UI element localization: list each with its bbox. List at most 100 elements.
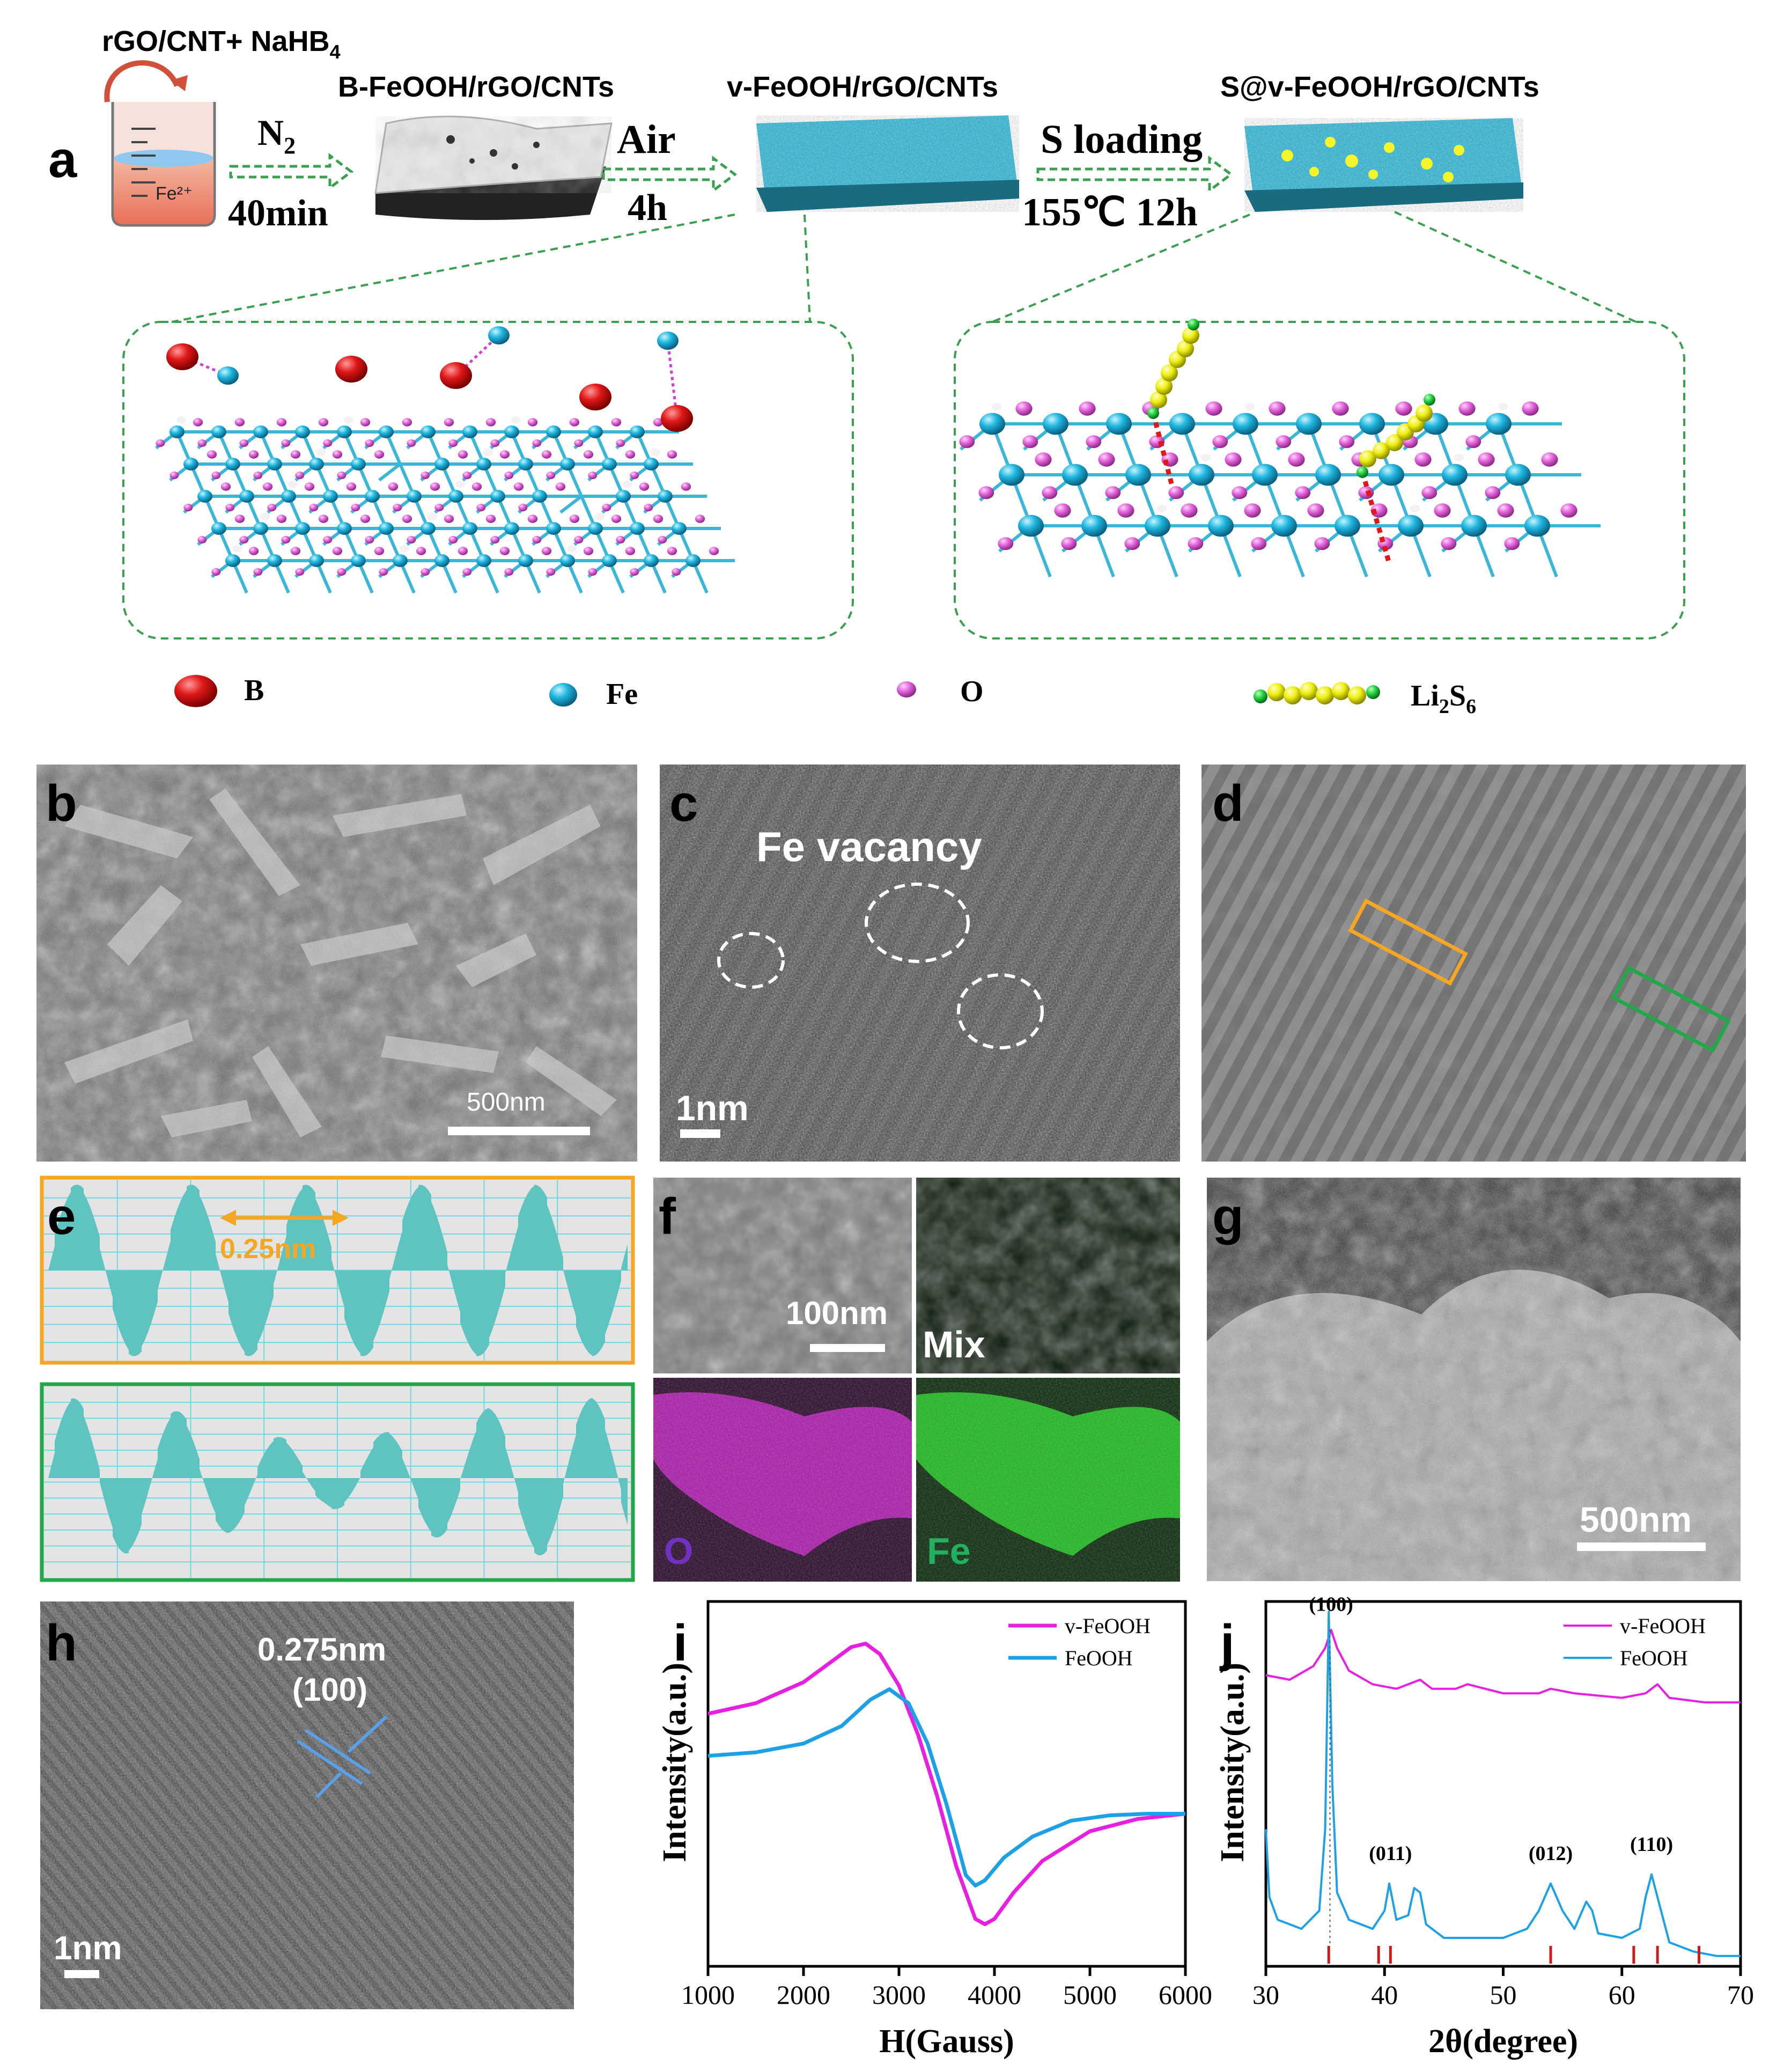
peak-annotation: (012)	[1529, 1842, 1573, 1865]
o-atom	[471, 482, 482, 491]
fe-atom	[407, 490, 422, 503]
fe-atom	[211, 425, 226, 438]
o-atom	[156, 439, 165, 447]
e-orange-profile-curve	[48, 1185, 628, 1356]
o-atom	[402, 418, 412, 427]
fe-atom	[393, 554, 408, 567]
o-atom	[1478, 452, 1495, 467]
fe-atom	[1233, 413, 1258, 435]
x-tick-label: 5000	[1063, 1980, 1117, 2010]
h-atom	[260, 513, 270, 520]
o-atom	[1117, 503, 1134, 518]
h-scale-label: 1nm	[54, 1930, 122, 1967]
h-atom	[651, 449, 660, 456]
fe-atom	[546, 425, 561, 438]
panel-letter-c: c	[669, 775, 698, 832]
o-atom	[1232, 486, 1248, 499]
fe-atom	[337, 425, 352, 438]
fe-atom	[253, 425, 268, 438]
o-atom	[402, 515, 412, 523]
v-feooh-sheet-image	[756, 115, 1019, 212]
d-orange-box	[1348, 898, 1468, 986]
f-o-label: O	[664, 1530, 693, 1572]
h-scale-bar	[64, 1970, 99, 1978]
h-lattice-marker-icon	[297, 1715, 388, 1799]
panel-letter-h: h	[46, 1614, 77, 1672]
series-line-feooh	[707, 1687, 1185, 1888]
o-atom	[197, 536, 207, 543]
o-atom	[1339, 435, 1355, 449]
fe-atom	[281, 490, 296, 503]
o-atom	[346, 482, 357, 491]
h-atom	[483, 449, 493, 456]
inset-vacancy-box	[122, 321, 854, 640]
o-atom	[1269, 401, 1286, 416]
o-atom	[1497, 503, 1514, 518]
fe-atom	[476, 458, 491, 471]
fe-atom	[1189, 464, 1214, 486]
legend-fe-icon	[549, 683, 577, 707]
h-spacing-label: 0.275nm	[257, 1632, 386, 1667]
fe-atom	[217, 366, 239, 385]
step2-arrow-icon	[602, 156, 738, 193]
o-atom	[304, 482, 315, 491]
b-atom	[579, 384, 611, 410]
x-tick-label: 70	[1727, 1980, 1754, 2010]
x-tick-label: 2000	[777, 1980, 830, 2010]
fe-atom	[434, 458, 449, 471]
o-atom	[211, 472, 221, 479]
o-atom	[1225, 452, 1242, 467]
legend-b-label: B	[244, 674, 264, 707]
h-atom	[427, 513, 437, 520]
fe-atom	[1252, 464, 1278, 486]
o-atom	[332, 547, 343, 555]
step1-time: 40min	[228, 193, 328, 234]
fe-atom	[1296, 413, 1322, 435]
c-scale-label: 1nm	[676, 1088, 749, 1128]
o-atom	[1276, 435, 1292, 449]
o-atom	[644, 504, 653, 511]
o-atom	[1105, 486, 1121, 499]
panel-b-sem-image: b 500nm	[36, 765, 637, 1162]
s-atom	[1373, 442, 1390, 459]
x-tick-label: 6000	[1159, 1980, 1212, 2010]
o-atom	[1395, 401, 1412, 416]
adsorption-bond	[1151, 412, 1175, 487]
o-atom	[513, 482, 524, 491]
fe-atom	[309, 554, 324, 567]
panel-h-hrtem-image: h 0.275nm (100) 1nm	[40, 1601, 574, 2009]
step1-arrow-icon	[229, 153, 354, 190]
fe-atom	[630, 522, 645, 535]
h-atom	[567, 545, 577, 553]
fe-atom	[197, 490, 212, 503]
b-atom	[440, 362, 472, 389]
o-atom	[1485, 486, 1501, 499]
legend-o-label: O	[960, 675, 984, 708]
step1-gas: N2	[257, 112, 296, 159]
o-atom	[448, 439, 458, 447]
o-atom	[295, 472, 305, 479]
x-axis-label: 2θ(degree)	[1428, 2023, 1578, 2060]
fe-atom	[588, 425, 603, 438]
o-atom	[1314, 537, 1330, 550]
o-atom	[653, 418, 664, 427]
o-atom	[1035, 452, 1052, 467]
fe-atom	[1125, 464, 1151, 486]
fe-atom	[211, 522, 226, 535]
o-atom	[532, 439, 542, 447]
o-atom	[490, 439, 500, 447]
o-atom	[458, 547, 468, 555]
fe-vacancy-label: Fe vacancy	[756, 823, 982, 870]
o-atom	[527, 418, 538, 427]
o-atom	[574, 536, 584, 543]
o-atom	[1086, 435, 1102, 449]
c-scale-bar	[680, 1129, 720, 1138]
x-tick-label: 40	[1371, 1980, 1398, 2010]
vacancy-lattice-image	[155, 326, 735, 594]
fe-atom	[630, 425, 645, 438]
h-atom	[623, 481, 632, 488]
panel-letter-g: g	[1212, 1188, 1244, 1245]
fe-atom	[351, 554, 366, 567]
b-atom	[335, 356, 367, 383]
step3-arrow-icon	[1036, 156, 1234, 193]
